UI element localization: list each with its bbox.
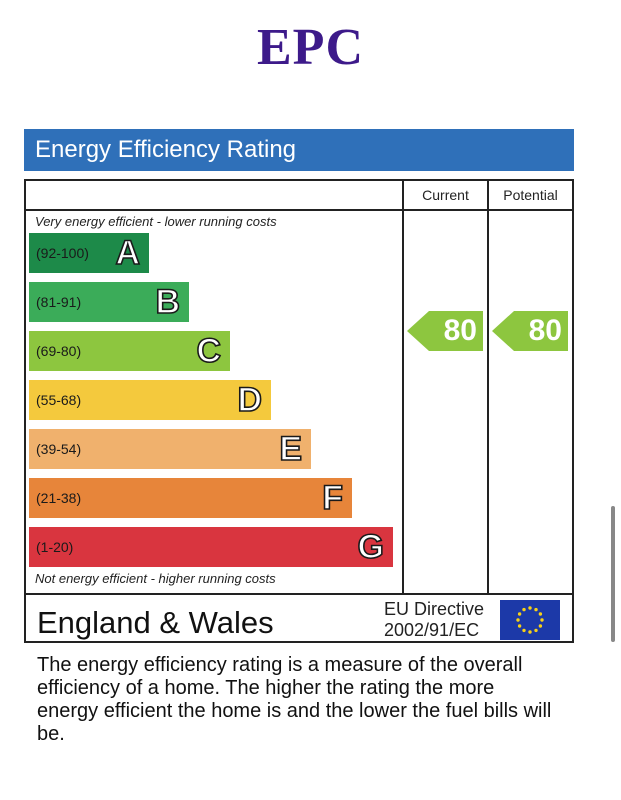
band-range: (1-20): [36, 539, 74, 555]
current-column-divider: [402, 181, 404, 595]
description-text: The energy efficiency rating is a measur…: [37, 654, 552, 745]
band-letter: C: [196, 331, 222, 371]
band-letter: A: [115, 233, 141, 273]
band-f: (21-38) F: [29, 478, 352, 518]
directive-line-1: EU Directive: [384, 599, 485, 619]
potential-column-divider: [487, 181, 489, 595]
top-note: Very energy efficient - lower running co…: [35, 214, 277, 229]
potential-rating-value: 80: [528, 314, 562, 347]
band-range: (92-100): [36, 245, 89, 261]
band-a: (92-100) A: [29, 233, 149, 273]
current-column-header: Current: [422, 187, 469, 203]
eu-directive: EU Directive 2002/91/EC: [384, 599, 484, 641]
band-letter: D: [237, 380, 263, 420]
current-rating-value: 80: [443, 314, 477, 347]
band-range: (21-38): [36, 490, 82, 506]
band-letter: E: [279, 429, 303, 469]
bottom-note: Not energy efficient - higher running co…: [35, 571, 276, 586]
region-label: England & Wales: [37, 605, 274, 640]
band-b: (81-91) B: [29, 282, 189, 322]
band-d: (55-68) D: [29, 380, 271, 420]
current-rating-arrow: 80: [407, 311, 483, 351]
header-divider: [26, 209, 572, 211]
footer-divider: [26, 593, 572, 595]
band-range: (39-54): [36, 441, 82, 457]
epc-chart: Current Potential Very energy efficient …: [24, 179, 574, 643]
band-letter: B: [155, 282, 181, 322]
page-title: EPC: [257, 19, 364, 76]
scrollbar[interactable]: [611, 506, 615, 642]
band-range: (69-80): [36, 343, 82, 359]
band-e: (39-54) E: [29, 429, 311, 469]
band-c: (69-80) C: [29, 331, 230, 371]
eu-flag-icon: [500, 600, 560, 640]
band-range: (55-68): [36, 392, 82, 408]
directive-line-2: 2002/91/EC: [384, 620, 480, 640]
band-letter: F: [321, 478, 343, 518]
band-letter: G: [357, 527, 385, 567]
potential-rating-arrow: 80: [492, 311, 568, 351]
epc-header: Energy Efficiency Rating: [24, 129, 574, 171]
band-range: (81-91): [36, 294, 82, 310]
potential-column-header: Potential: [503, 187, 558, 203]
band-g: (1-20) G: [29, 527, 393, 567]
